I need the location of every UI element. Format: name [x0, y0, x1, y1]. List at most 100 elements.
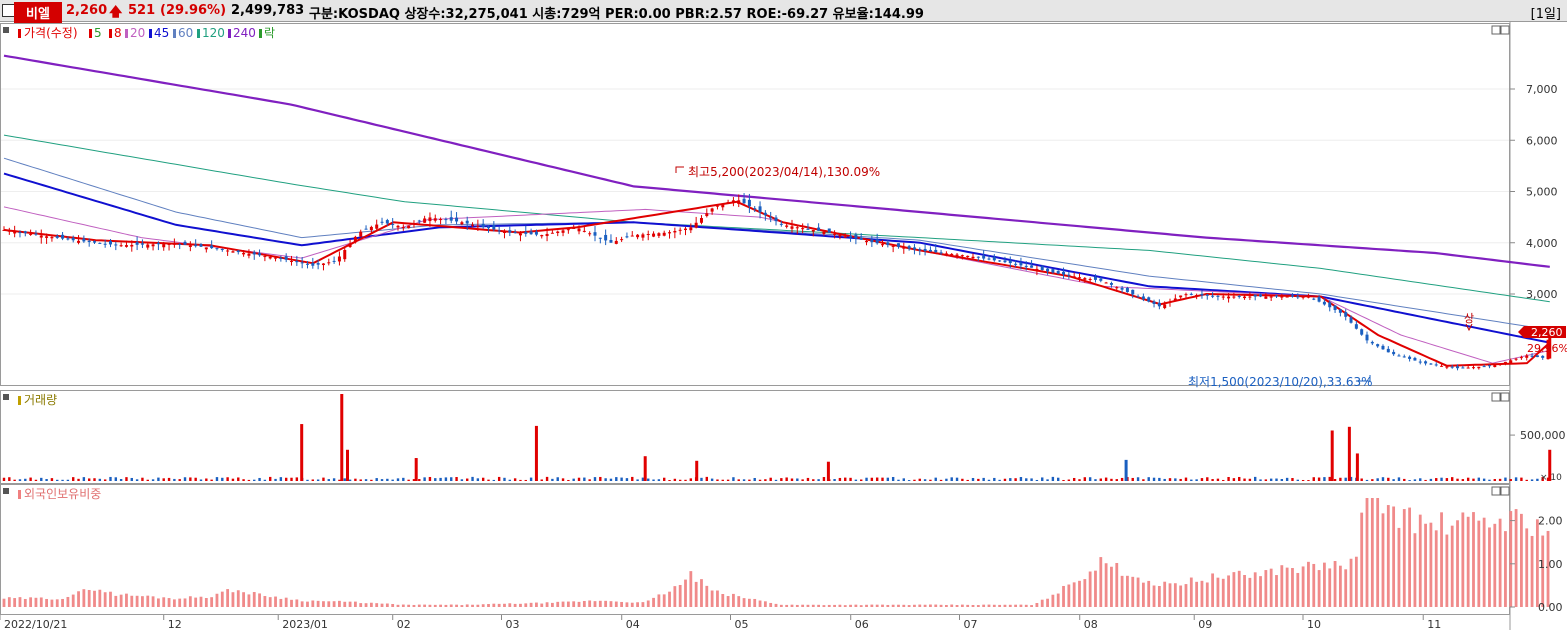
volume-panel-close-icon[interactable] [1500, 392, 1510, 402]
foreign-ratio-bar [763, 601, 767, 607]
foreign-ratio-bar [817, 604, 821, 607]
candle [1418, 359, 1422, 365]
volume-bar [295, 477, 299, 481]
volume-bar [726, 479, 730, 481]
volume-bar [742, 479, 746, 481]
foreign-ratio-bar [678, 584, 682, 607]
foreign-ratio-bar [417, 604, 421, 607]
foreign-ratio-bar [258, 593, 261, 607]
foreign-ratio-bar [1429, 522, 1433, 607]
volume-bar [221, 477, 224, 481]
candle [210, 240, 214, 249]
foreign-panel-close-icon[interactable] [1500, 486, 1510, 496]
foreign-ratio-bar [1067, 584, 1071, 607]
volume-bar [1206, 477, 1209, 481]
foreign-ratio-bar [1003, 604, 1007, 607]
volume-panel-minimize-icon[interactable] [1491, 392, 1501, 402]
foreign-ratio-bar [1498, 518, 1502, 607]
foreign-ratio-bar [183, 598, 187, 607]
price-change-percent: (29.96%) [160, 3, 227, 18]
foreign-ratio-bar [790, 604, 794, 607]
candle [1365, 331, 1369, 344]
candle [1099, 276, 1103, 283]
candle [13, 225, 17, 238]
panel-buttons[interactable] [1491, 25, 1510, 496]
foreign-ratio-bar [1472, 512, 1475, 607]
volume-bar [1072, 477, 1076, 481]
volume-bar [284, 477, 288, 481]
foreign-ratio-bar [1253, 572, 1257, 607]
volume-bar [1248, 478, 1252, 481]
volume-bar [641, 477, 645, 481]
candle [625, 232, 629, 239]
foreign-ratio-bar [77, 591, 80, 607]
foreign-ratio-bar [188, 596, 192, 607]
foreign-ratio-bar [242, 592, 245, 607]
volume-bar [1062, 479, 1065, 481]
volume-bar [476, 478, 480, 481]
foreign-ratio-bar [1338, 565, 1342, 607]
volume-bar [1227, 476, 1230, 481]
candle [721, 203, 725, 211]
foreign-ratio-bar [1509, 511, 1513, 607]
period-selector[interactable]: [1일] [1530, 7, 1561, 22]
foreign-ratio-bar [588, 600, 592, 607]
foreign-ratio-bar [1083, 579, 1087, 607]
volume-bar [987, 479, 991, 481]
volume-bar [1477, 477, 1481, 481]
candle [1264, 292, 1268, 299]
candle [1211, 292, 1215, 299]
foreign-ratio-bar [247, 594, 251, 607]
stock-chart[interactable]: 7,000 6,000 5,000 4,000 3,000 500,000 2.00 1.00… [0, 22, 1567, 630]
volume-bar [364, 479, 368, 481]
candle [471, 222, 475, 228]
volume-bar-spike [1347, 426, 1351, 481]
candle [140, 239, 144, 249]
foreign-ratio-bar [934, 604, 938, 607]
foreign-ratio-bar [673, 586, 677, 607]
volume-bar [796, 478, 799, 481]
foreign-ratio-bar [396, 604, 400, 607]
volume-bar-spike [695, 460, 699, 481]
volume-bar [87, 478, 91, 481]
svg-text:최고5,200(2023/04/14),130.09%: 최고5,200(2023/04/14),130.09% [688, 165, 880, 179]
foreign-panel-minimize-icon[interactable] [1491, 486, 1501, 496]
foreign-ratio-bar [13, 598, 17, 607]
price-panel-close-icon[interactable] [1500, 25, 1510, 35]
candle [513, 229, 517, 234]
candle [1317, 294, 1321, 303]
candle [881, 240, 885, 248]
foreign-ratio-bar [109, 591, 112, 607]
volume-bar [977, 478, 980, 481]
volume-bar [673, 478, 677, 481]
foreign-ratio-bar [71, 594, 75, 607]
foreign-ratio-bar [891, 604, 895, 607]
price-panel-minimize-icon[interactable] [1491, 25, 1501, 35]
candle [582, 226, 586, 233]
foreign-ratio-bar [455, 604, 458, 607]
x-tick-label: 09 [1198, 618, 1212, 630]
volume-bar-spike [534, 425, 538, 481]
foreign-ratio-bar [401, 604, 405, 607]
candle [231, 250, 235, 253]
grid-lines [1, 88, 1509, 295]
volume-bar [258, 477, 261, 481]
candle [534, 229, 538, 237]
volume-bar [993, 477, 996, 481]
foreign-ratio-bar [913, 604, 916, 607]
foreign-ratio-bar [1173, 583, 1177, 607]
candle [343, 247, 347, 262]
candle [731, 197, 735, 207]
foreign-ratio-bar [359, 603, 363, 607]
foreign-ratio-bar [1264, 570, 1268, 607]
candle [215, 247, 219, 251]
candle [82, 235, 86, 243]
volume-bar [18, 479, 22, 481]
candle [1152, 299, 1156, 308]
candle [710, 207, 714, 215]
stock-name[interactable]: 비엘 [14, 2, 62, 23]
x-tick-label: 11 [1427, 618, 1441, 630]
limit-up-marker: 상 [1464, 312, 1474, 332]
volume-bar [247, 479, 251, 481]
volume-bar [471, 476, 474, 481]
